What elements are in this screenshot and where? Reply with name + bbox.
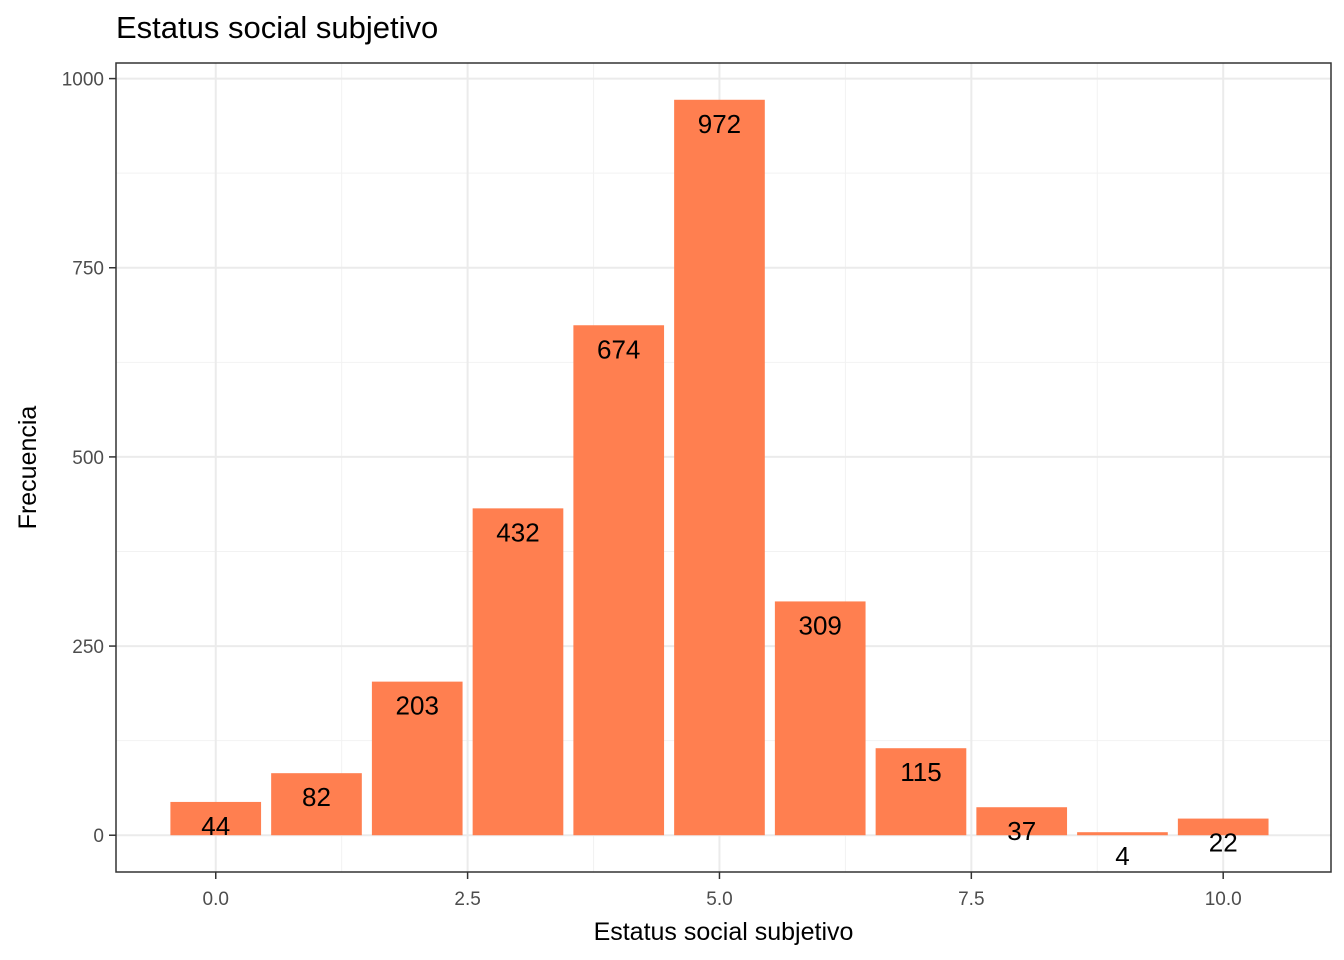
bar-value-label: 82 bbox=[302, 782, 331, 812]
bar bbox=[674, 99, 765, 836]
bar-labels: 44 82 203 432 674 972 309 115 37 4 22 bbox=[201, 109, 1237, 871]
bar bbox=[1077, 832, 1168, 836]
bar bbox=[573, 325, 665, 836]
bar-value-label: 309 bbox=[799, 610, 842, 640]
bar-value-label: 37 bbox=[1007, 816, 1036, 846]
bar-value-label: 674 bbox=[597, 334, 640, 364]
chart-title: Estatus social subjetivo bbox=[116, 10, 439, 45]
bar-value-label: 22 bbox=[1209, 828, 1238, 858]
bar bbox=[875, 748, 967, 836]
bar-value-label: 44 bbox=[201, 811, 230, 841]
panel-border bbox=[115, 62, 1332, 873]
bar bbox=[371, 681, 463, 836]
bars bbox=[170, 99, 1269, 836]
y-tick-label: 750 bbox=[72, 259, 104, 280]
bar-value-label: 972 bbox=[698, 109, 741, 139]
x-tick-label: 7.5 bbox=[958, 889, 984, 910]
bar-value-label: 115 bbox=[900, 757, 941, 787]
y-tick-label: 1000 bbox=[62, 70, 104, 91]
y-tick-label: 250 bbox=[72, 637, 104, 658]
bar bbox=[170, 801, 262, 836]
y-tick-label: 500 bbox=[72, 448, 104, 469]
axis-ticks: 0.0 2.5 5.0 7.5 10.0 0 250 500 750 1000 bbox=[62, 70, 1242, 910]
bar bbox=[976, 807, 1068, 836]
y-tick-label: 0 bbox=[93, 826, 104, 847]
x-tick-label: 10.0 bbox=[1205, 889, 1242, 910]
bar bbox=[1177, 818, 1269, 836]
bar bbox=[271, 773, 362, 836]
bar-value-label: 203 bbox=[396, 691, 439, 721]
bar-value-label: 432 bbox=[496, 517, 539, 547]
x-tick-label: 2.5 bbox=[454, 889, 480, 910]
bar bbox=[774, 601, 866, 836]
y-axis-title: Frecuencia bbox=[14, 406, 42, 530]
x-tick-label: 5.0 bbox=[706, 889, 732, 910]
bar-value-label: 4 bbox=[1115, 841, 1129, 871]
x-tick-label: 0.0 bbox=[203, 889, 229, 910]
x-axis-title: Estatus social subjetivo bbox=[594, 918, 854, 946]
bar bbox=[472, 508, 564, 836]
